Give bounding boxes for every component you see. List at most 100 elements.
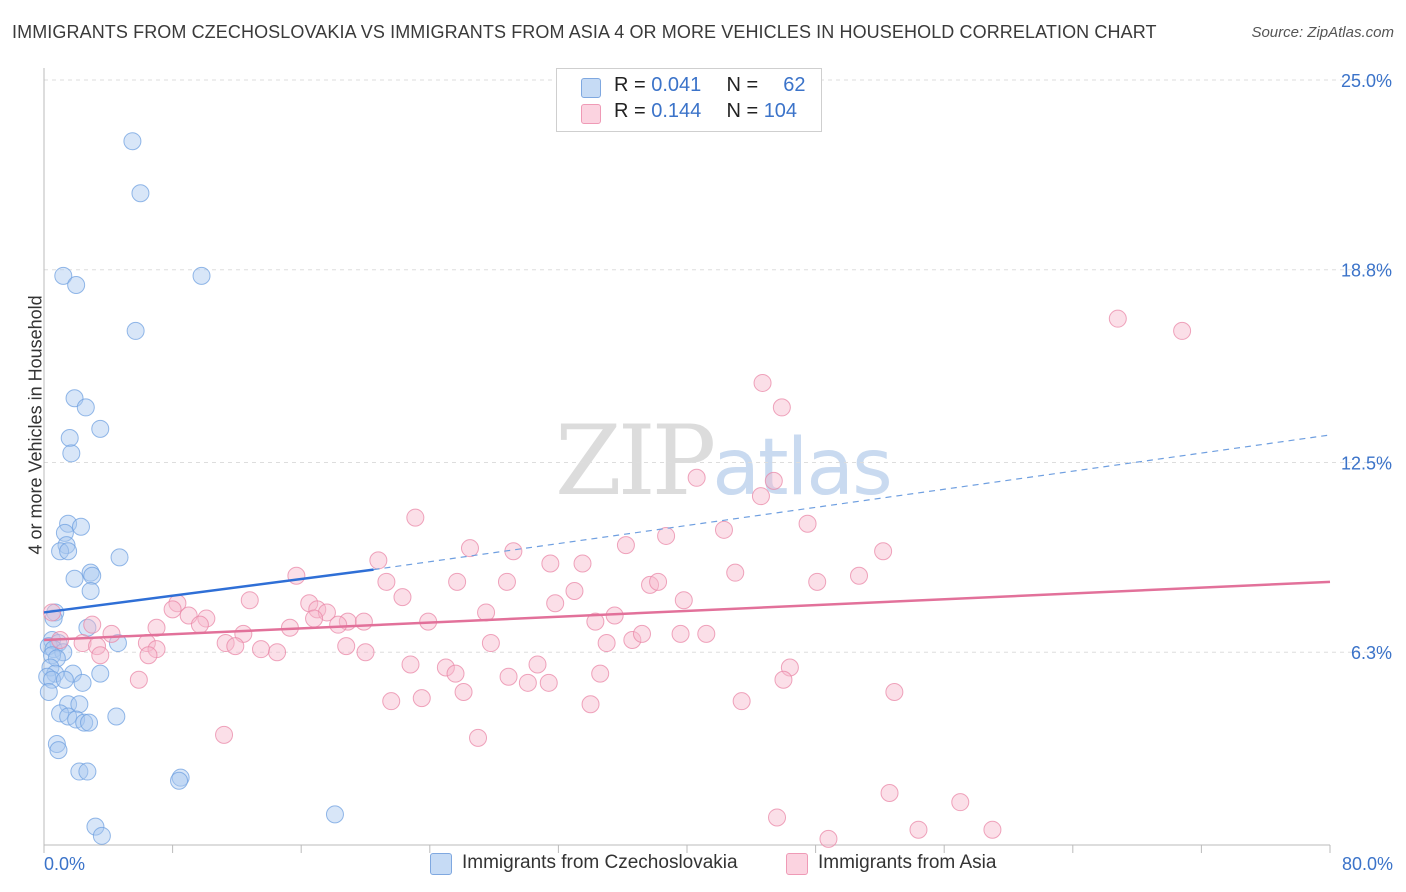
data-point bbox=[60, 429, 79, 448]
data-point bbox=[91, 664, 110, 683]
y-tick-label: 6.3% bbox=[1351, 643, 1392, 663]
data-point bbox=[54, 266, 73, 285]
data-point bbox=[436, 658, 455, 677]
data-point bbox=[139, 646, 158, 665]
data-point bbox=[86, 817, 105, 836]
data-point bbox=[131, 184, 150, 203]
y-tick-label: 18.8% bbox=[1341, 261, 1392, 281]
data-point bbox=[170, 771, 189, 790]
y-tick-label: 12.5% bbox=[1341, 454, 1392, 474]
data-point bbox=[70, 695, 89, 714]
data-point bbox=[76, 398, 95, 417]
data-point bbox=[764, 471, 783, 490]
data-point bbox=[73, 673, 92, 692]
trend-line-czechoslovakia-extension bbox=[373, 434, 1331, 571]
data-point bbox=[909, 820, 928, 839]
data-point bbox=[412, 689, 431, 708]
source-label: Source: ZipAtlas.com bbox=[1251, 24, 1394, 41]
data-point bbox=[951, 793, 970, 812]
series-asia bbox=[43, 309, 1192, 848]
data-point bbox=[110, 548, 129, 567]
data-point bbox=[623, 630, 642, 649]
data-point bbox=[518, 673, 537, 692]
data-point bbox=[732, 692, 751, 711]
data-point bbox=[460, 539, 479, 558]
data-point bbox=[674, 591, 693, 610]
data-point bbox=[983, 820, 1002, 839]
data-point bbox=[1108, 309, 1127, 328]
legend-n-value: 62 bbox=[783, 74, 806, 96]
legend-swatch-czechoslovakia bbox=[581, 78, 601, 98]
data-point bbox=[481, 634, 500, 653]
data-point bbox=[38, 667, 57, 686]
data-point bbox=[528, 655, 547, 674]
grid-lines bbox=[44, 79, 1390, 653]
x-tick-labels: 0.0% 80.0% bbox=[44, 854, 1393, 874]
data-point bbox=[287, 566, 306, 585]
bottom-legend-swatch-czechoslovakia bbox=[430, 853, 452, 875]
watermark-atlas: atlas bbox=[712, 423, 892, 513]
data-point bbox=[83, 615, 102, 634]
data-point bbox=[75, 713, 94, 732]
data-point bbox=[448, 572, 467, 591]
data-point bbox=[71, 517, 90, 536]
data-point bbox=[62, 444, 81, 463]
data-point bbox=[573, 554, 592, 573]
data-point bbox=[401, 655, 420, 674]
legend-r-value: 0.041 bbox=[651, 74, 702, 96]
data-point bbox=[819, 829, 838, 848]
data-point bbox=[215, 725, 234, 744]
data-point bbox=[714, 520, 733, 539]
data-point bbox=[216, 634, 235, 653]
data-point bbox=[657, 526, 676, 545]
data-point bbox=[469, 728, 488, 747]
legend-swatch-asia bbox=[581, 104, 601, 124]
data-point bbox=[880, 783, 899, 802]
data-point bbox=[126, 321, 145, 340]
data-point bbox=[325, 805, 344, 824]
data-point bbox=[591, 664, 610, 683]
watermark-zip: ZIP bbox=[555, 405, 716, 517]
y-tick-label: 25.0% bbox=[1341, 71, 1392, 91]
data-point bbox=[539, 673, 558, 692]
data-point bbox=[687, 468, 706, 487]
data-point bbox=[751, 487, 770, 506]
x-tick-label-max: 80.0% bbox=[1342, 854, 1393, 874]
x-tick-label-min: 0.0% bbox=[44, 854, 85, 874]
legend-n-label: N = bbox=[726, 74, 759, 96]
data-point bbox=[129, 670, 148, 689]
data-point bbox=[885, 683, 904, 701]
data-point bbox=[354, 612, 373, 631]
data-point bbox=[768, 808, 787, 827]
data-point bbox=[91, 646, 110, 665]
legend-r-label: R = bbox=[614, 74, 646, 96]
data-point bbox=[59, 542, 78, 561]
data-point bbox=[586, 612, 605, 631]
legend-r-value: 0.144 bbox=[651, 100, 702, 122]
data-point bbox=[1173, 321, 1192, 340]
data-point bbox=[190, 615, 209, 634]
data-point bbox=[565, 582, 584, 601]
chart-title: IMMIGRANTS FROM CZECHOSLOVAKIA VS IMMIGR… bbox=[12, 22, 1157, 42]
data-point bbox=[671, 624, 690, 643]
data-point bbox=[477, 603, 496, 622]
trend-line-czechoslovakia bbox=[43, 568, 374, 614]
data-point bbox=[616, 536, 635, 555]
legend-n-value: 104 bbox=[763, 100, 798, 122]
data-point bbox=[171, 768, 190, 787]
legend-r-label: R = bbox=[614, 100, 646, 122]
data-point bbox=[47, 649, 66, 668]
bottom-legend-label-czechoslovakia: Immigrants from Czechoslovakia bbox=[462, 852, 738, 873]
data-point bbox=[454, 683, 473, 701]
data-point bbox=[546, 594, 565, 613]
data-point bbox=[406, 508, 425, 527]
data-point bbox=[192, 266, 211, 285]
data-point bbox=[446, 664, 465, 683]
data-point bbox=[369, 551, 388, 570]
data-point bbox=[49, 741, 68, 760]
data-point bbox=[123, 132, 142, 151]
data-point bbox=[226, 637, 245, 656]
data-point bbox=[240, 591, 259, 610]
series-czechoslovakia bbox=[38, 132, 344, 845]
trend-line-asia bbox=[43, 580, 1331, 642]
